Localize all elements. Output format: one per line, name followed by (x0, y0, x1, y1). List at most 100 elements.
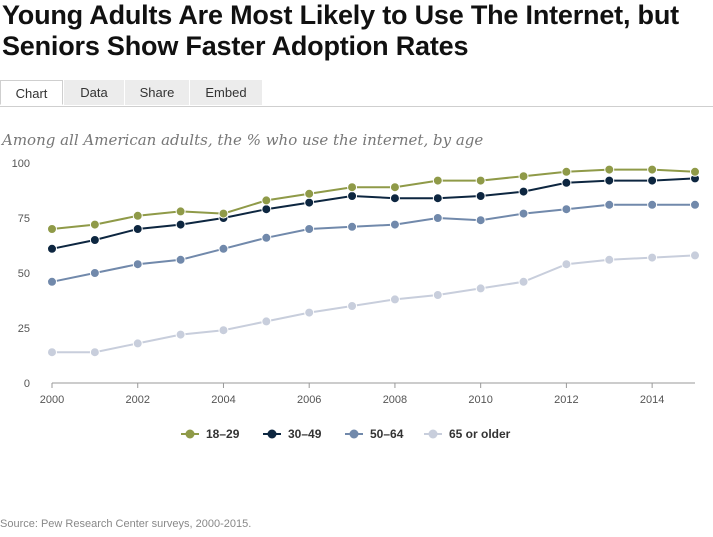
data-point (432, 290, 443, 300)
x-tick-label: 2014 (640, 394, 664, 406)
legend-swatch-dot (267, 429, 277, 439)
data-point (261, 232, 272, 243)
legend-swatch-dot (349, 429, 359, 439)
legend-label: 18–29 (206, 427, 240, 441)
tab-chart[interactable]: Chart (0, 80, 63, 105)
data-point (175, 206, 186, 217)
data-point (261, 195, 272, 206)
data-point (304, 188, 315, 199)
data-point (261, 204, 272, 215)
data-point (47, 347, 57, 358)
series-2 (47, 199, 700, 287)
data-point (347, 182, 358, 193)
y-tick-label: 50 (18, 268, 30, 280)
x-tick-label: 2012 (554, 394, 578, 406)
data-point (218, 208, 229, 219)
data-point (647, 164, 658, 175)
x-axis: 2000 2002 2004 2006 2008 2010 2012 2014 (40, 382, 695, 406)
data-point (89, 219, 100, 230)
series-layer (47, 164, 700, 358)
data-point (518, 276, 529, 287)
data-point (604, 199, 615, 210)
tab-data[interactable]: Data (64, 80, 124, 105)
series-line (51, 168, 696, 230)
data-point (389, 193, 400, 204)
tab-share[interactable]: Share (125, 80, 189, 105)
series-3 (47, 250, 700, 358)
data-point (304, 197, 315, 208)
data-point (647, 175, 658, 186)
data-point (518, 208, 529, 219)
data-point (47, 224, 57, 234)
data-point (389, 219, 400, 230)
data-point (475, 191, 486, 201)
data-point (561, 177, 572, 188)
y-tick-label: 75 (18, 213, 30, 225)
data-point (47, 243, 57, 254)
data-point (304, 307, 315, 318)
x-tick-label: 2008 (383, 394, 407, 406)
data-point (690, 250, 700, 261)
data-point (561, 204, 572, 215)
data-point (518, 186, 529, 197)
data-point (561, 259, 572, 270)
legend-label: 30–49 (288, 427, 322, 441)
data-point (218, 243, 229, 254)
data-point (261, 316, 272, 327)
legend-item: 65 or older (424, 427, 511, 441)
chart-title: Young Adults Are Most Likely to Use The … (2, 0, 679, 61)
legend-item: 30–49 (263, 427, 322, 441)
data-point (389, 182, 400, 193)
data-point (175, 329, 186, 340)
x-tick-label: 2006 (297, 394, 321, 406)
data-point (175, 219, 186, 230)
data-point (518, 171, 529, 182)
data-point (132, 338, 143, 349)
data-point (690, 199, 700, 210)
legend-swatch-dot (428, 429, 438, 439)
data-point (647, 252, 658, 263)
data-point (432, 175, 443, 186)
series-line (51, 203, 695, 283)
series-0 (47, 164, 700, 234)
data-point (175, 254, 186, 265)
legend-item: 50–64 (345, 427, 404, 441)
data-point (475, 175, 486, 186)
data-point (604, 175, 615, 186)
data-point (218, 325, 229, 336)
data-point (89, 235, 100, 245)
y-tick-label: 0 (24, 378, 30, 390)
tab-embed[interactable]: Embed (190, 80, 262, 105)
legend-label: 65 or older (449, 427, 511, 441)
y-axis: 0 25 50 75 100 (12, 158, 30, 390)
data-point (132, 224, 143, 234)
x-tick-label: 2004 (211, 394, 235, 406)
tab-bar: Chart Data Share Embed (0, 80, 713, 107)
series-1 (47, 173, 700, 254)
source-note: Source: Pew Research Center surveys, 200… (0, 518, 252, 530)
y-tick-label: 100 (12, 158, 30, 170)
data-point (89, 268, 100, 278)
chart-subtitle: Among all American adults, the % who use… (2, 131, 484, 149)
data-point (132, 259, 143, 270)
series-line (51, 177, 696, 250)
legend-label: 50–64 (370, 427, 404, 441)
data-point (304, 224, 315, 234)
x-tick-label: 2010 (468, 394, 492, 406)
data-point (47, 276, 57, 287)
x-tick-label: 2002 (125, 394, 149, 406)
legend-swatch-dot (185, 429, 195, 439)
data-point (432, 193, 443, 204)
data-point (347, 221, 358, 232)
data-point (604, 164, 615, 175)
data-point (475, 283, 486, 294)
data-point (89, 347, 100, 358)
y-tick-label: 25 (18, 323, 30, 335)
data-point (561, 166, 572, 177)
data-point (604, 254, 615, 265)
data-point (347, 191, 358, 201)
data-point (690, 166, 700, 177)
data-point (347, 301, 358, 311)
legend-item: 18–29 (181, 427, 240, 441)
